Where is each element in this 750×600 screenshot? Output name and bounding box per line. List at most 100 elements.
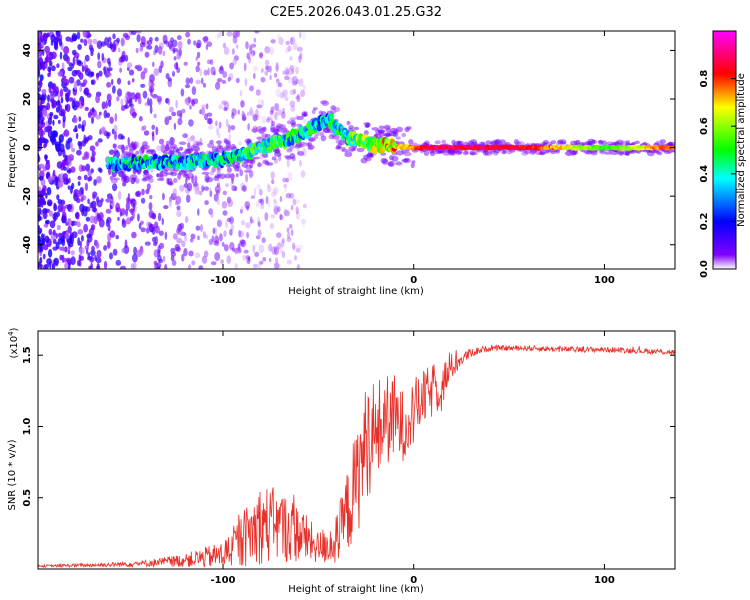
- heatmap-noise-cell: [49, 92, 55, 99]
- heatmap-noise-cell: [155, 225, 160, 234]
- heatmap-noise-cell: [208, 238, 214, 246]
- heatmap-noise-cell: [260, 76, 266, 83]
- heatmap-halo-cell: [272, 129, 280, 133]
- heatmap-noise-cell: [38, 87, 41, 92]
- heatmap-noise-cell: [57, 204, 63, 213]
- heatmap-noise-cell: [115, 202, 120, 212]
- heatmap-halo-cell: [178, 141, 187, 145]
- heatmap-noise-cell: [183, 61, 188, 66]
- heatmap-noise-cell: [121, 218, 125, 225]
- heatmap-noise-cell: [38, 97, 41, 106]
- heatmap-noise-cell: [234, 262, 238, 269]
- heatmap-noise-cell: [212, 227, 216, 234]
- heatmap-noise-cell: [223, 230, 227, 238]
- heatmap-noise-cell: [89, 202, 94, 209]
- heatmap-noise-cell: [93, 179, 97, 186]
- heatmap-noise-cell: [241, 110, 245, 119]
- heatmap-noise-cell: [216, 198, 220, 205]
- heatmap-noise-cell: [292, 242, 296, 251]
- heatmap-halo-cell: [501, 150, 507, 155]
- heatmap-halo-cell: [312, 107, 318, 111]
- heatmap-noise-cell: [112, 143, 117, 149]
- heatmap-noise-cell: [92, 194, 96, 200]
- heatmap-noise-cell: [57, 99, 61, 108]
- heatmap-noise-cell: [103, 66, 106, 75]
- heatmap-noise-cell: [61, 159, 66, 167]
- heatmap-noise-cell: [80, 38, 84, 43]
- heatmap-noise-cell: [50, 34, 56, 43]
- heatmap-noise-cell: [48, 228, 53, 236]
- heatmap-halo-cell: [279, 124, 286, 129]
- heatmap-noise-cell: [200, 224, 203, 232]
- heatmap-noise-cell: [92, 38, 98, 45]
- heatmap-noise-cell: [254, 251, 260, 257]
- heatmap-noise-cell: [71, 99, 76, 109]
- heatmap-noise-cell: [104, 37, 110, 46]
- heatmap-halo-cell: [470, 139, 478, 145]
- heatmap-noise-cell: [252, 50, 256, 56]
- heatmap-noise-cell: [229, 216, 235, 225]
- heatmap-noise-cell: [143, 67, 148, 74]
- heatmap-noise-cell: [90, 71, 95, 77]
- heatmap-halo-cell: [401, 158, 409, 163]
- heatmap-noise-cell: [105, 100, 108, 109]
- heatmap-noise-cell: [67, 218, 72, 227]
- heatmap-noise-cell: [246, 52, 251, 60]
- heatmap-noise-cell: [269, 74, 272, 81]
- heatmap-noise-cell: [68, 177, 71, 184]
- heatmap-noise-cell: [132, 112, 137, 117]
- heatmap-noise-cell: [213, 240, 220, 246]
- heatmap-noise-cell: [222, 42, 227, 49]
- heatmap-noise-cell: [138, 116, 143, 122]
- heatmap-halo-cell: [296, 115, 304, 121]
- heatmap-noise-cell: [107, 72, 112, 77]
- heatmap-halo-cell: [408, 139, 414, 145]
- heatmap-noise-cell: [55, 241, 60, 250]
- heatmap-noise-cell: [101, 52, 105, 62]
- heatmap-noise-cell: [45, 56, 52, 63]
- heatmap-noise-cell: [172, 70, 175, 77]
- heatmap-noise-cell: [290, 37, 294, 46]
- heatmap-noise-cell: [201, 107, 205, 116]
- heatmap-halo-cell: [156, 173, 164, 178]
- heatmap-noise-cell: [65, 141, 71, 150]
- heatmap-noise-cell: [77, 175, 82, 181]
- heatmap-noise-cell: [266, 116, 272, 121]
- heatmap-noise-cell: [235, 77, 240, 84]
- heatmap-halo-cell: [410, 162, 415, 169]
- heatmap-noise-cell: [124, 54, 129, 62]
- heatmap-noise-cell: [96, 265, 101, 269]
- heatmap-noise-cell: [95, 257, 102, 264]
- heatmap-noise-cell: [46, 187, 52, 196]
- heatmap-noise-cell: [49, 112, 54, 117]
- heatmap-halo-cell: [145, 149, 153, 155]
- heatmap-halo-cell: [290, 119, 296, 126]
- heatmap-noise-cell: [136, 64, 142, 70]
- heatmap-noise-cell: [238, 230, 242, 238]
- heatmap-noise-cell: [153, 68, 160, 76]
- heatmap-noise-cell: [119, 67, 122, 73]
- heatmap-halo-cell: [328, 134, 335, 140]
- heatmap-noise-cell: [91, 116, 94, 124]
- heatmap-noise-cell: [195, 56, 198, 61]
- heatmap-noise-cell: [202, 82, 207, 88]
- heatmap-noise-cell: [243, 249, 249, 254]
- heatmap-noise-cell: [200, 77, 204, 85]
- heatmap-noise-cell: [193, 181, 198, 187]
- heatmap-noise-cell: [271, 120, 276, 126]
- heatmap-noise-cell: [240, 100, 245, 105]
- heatmap-noise-cell: [286, 227, 290, 233]
- heatmap-noise-cell: [257, 228, 262, 237]
- heatmap-noise-cell: [105, 198, 111, 203]
- heatmap-noise-cell: [227, 124, 231, 133]
- heatmap-noise-cell: [109, 252, 113, 260]
- heatmap-noise-cell: [70, 256, 76, 266]
- heatmap-noise-cell: [194, 252, 201, 259]
- heatmap-noise-cell: [149, 105, 153, 114]
- heatmap-noise-cell: [261, 99, 264, 108]
- figure-title: C2E5.2026.043.01.25.G32: [270, 5, 442, 20]
- heatmap-halo-cell: [194, 145, 199, 151]
- heatmap-noise-cell: [204, 250, 209, 258]
- heatmap-noise-cell: [145, 188, 150, 195]
- heatmap-noise-cell: [149, 74, 155, 83]
